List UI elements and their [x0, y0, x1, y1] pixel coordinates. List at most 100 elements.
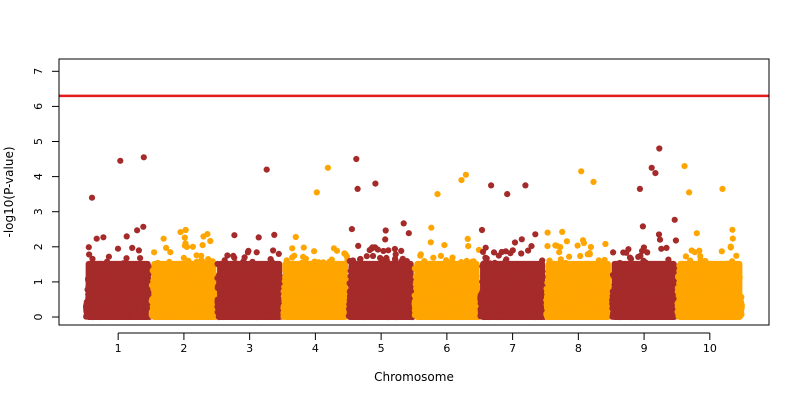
snp-point — [153, 308, 160, 315]
snp-point — [311, 258, 318, 265]
snp-point — [290, 266, 297, 273]
snp-point — [260, 294, 267, 301]
snp-point — [326, 258, 333, 265]
chromosome-4-points — [280, 233, 351, 321]
snp-point — [353, 306, 360, 313]
snp-point — [320, 259, 327, 266]
snp-point — [190, 274, 197, 281]
snp-point — [346, 309, 353, 316]
snp-point — [258, 301, 265, 308]
snp-point — [156, 279, 163, 287]
snp-point — [363, 253, 370, 260]
snp-point — [174, 302, 181, 309]
snp-point — [181, 234, 188, 241]
snp-point — [421, 258, 428, 265]
snp-point — [194, 260, 202, 267]
snp-point — [107, 272, 114, 279]
snp-point — [341, 272, 348, 279]
snp-point — [334, 273, 341, 280]
snp-point — [383, 287, 390, 294]
snp-point — [356, 276, 363, 283]
snp-point — [89, 255, 96, 262]
snp-point — [340, 286, 347, 293]
snp-point — [207, 264, 214, 271]
snp-point — [253, 249, 260, 256]
snp-point — [193, 252, 200, 259]
snp-point — [367, 290, 374, 297]
snp-point — [136, 279, 143, 286]
snp-point — [154, 259, 161, 266]
snp-point — [257, 285, 264, 292]
snp-point — [220, 307, 228, 314]
snp-point — [135, 298, 142, 305]
snp-point — [129, 244, 136, 251]
snp-point — [268, 258, 275, 265]
snp-point — [114, 245, 122, 252]
snp-point — [302, 281, 309, 288]
snp-point — [298, 259, 305, 267]
snp-point — [167, 261, 174, 268]
snp-point — [392, 291, 399, 298]
snp-point — [129, 272, 136, 279]
snp-point — [323, 278, 330, 285]
snp-point — [342, 264, 349, 271]
snp-point — [126, 290, 133, 298]
chromosome-6-points — [411, 224, 483, 321]
snp-point — [397, 265, 404, 272]
snp-point — [136, 263, 143, 270]
snp-point — [208, 289, 215, 296]
snp-point — [198, 252, 205, 259]
snp-point — [379, 313, 387, 320]
snp-point — [102, 310, 109, 317]
snp-point — [86, 251, 93, 258]
snp-point — [130, 301, 137, 309]
snp-point — [101, 270, 108, 277]
snp-point — [317, 309, 324, 317]
snp-point — [217, 297, 224, 304]
snp-point — [417, 251, 424, 258]
snp-point — [229, 272, 236, 279]
snp-point — [243, 311, 250, 318]
snp-point — [113, 287, 120, 294]
chromosome-2-points — [148, 226, 220, 321]
snp-point — [292, 301, 299, 308]
snp-point — [139, 284, 147, 292]
snp-point — [347, 273, 354, 280]
snp-point — [292, 233, 299, 241]
snp-point — [272, 293, 280, 300]
snp-point — [375, 307, 383, 314]
snp-point — [299, 296, 306, 303]
snp-point — [182, 226, 189, 234]
snp-point — [273, 272, 280, 279]
snp-point — [114, 281, 121, 288]
snp-point — [123, 265, 130, 273]
snp-point — [174, 310, 181, 317]
snp-point — [164, 302, 171, 309]
snp-point — [396, 271, 403, 278]
snp-point — [86, 271, 93, 278]
snp-point — [214, 275, 221, 282]
snp-point — [137, 255, 144, 262]
snp-point — [400, 220, 407, 227]
snp-point — [358, 264, 365, 271]
snp-point — [87, 278, 94, 285]
snp-point — [161, 294, 168, 301]
snp-point — [181, 304, 189, 311]
snp-point — [151, 249, 158, 256]
snp-point — [113, 308, 120, 315]
snp-point — [351, 283, 358, 290]
snp-point — [181, 280, 188, 287]
snp-point — [230, 297, 238, 304]
snp-point — [100, 263, 107, 270]
snp-point — [253, 276, 261, 284]
snp-point — [249, 258, 256, 265]
snp-point — [137, 304, 144, 311]
snp-point — [265, 298, 272, 305]
snp-point — [163, 244, 170, 251]
snp-point — [235, 312, 242, 319]
snp-point — [369, 252, 377, 260]
snp-point — [245, 285, 252, 292]
snp-point — [402, 277, 409, 284]
snp-point — [386, 312, 394, 319]
